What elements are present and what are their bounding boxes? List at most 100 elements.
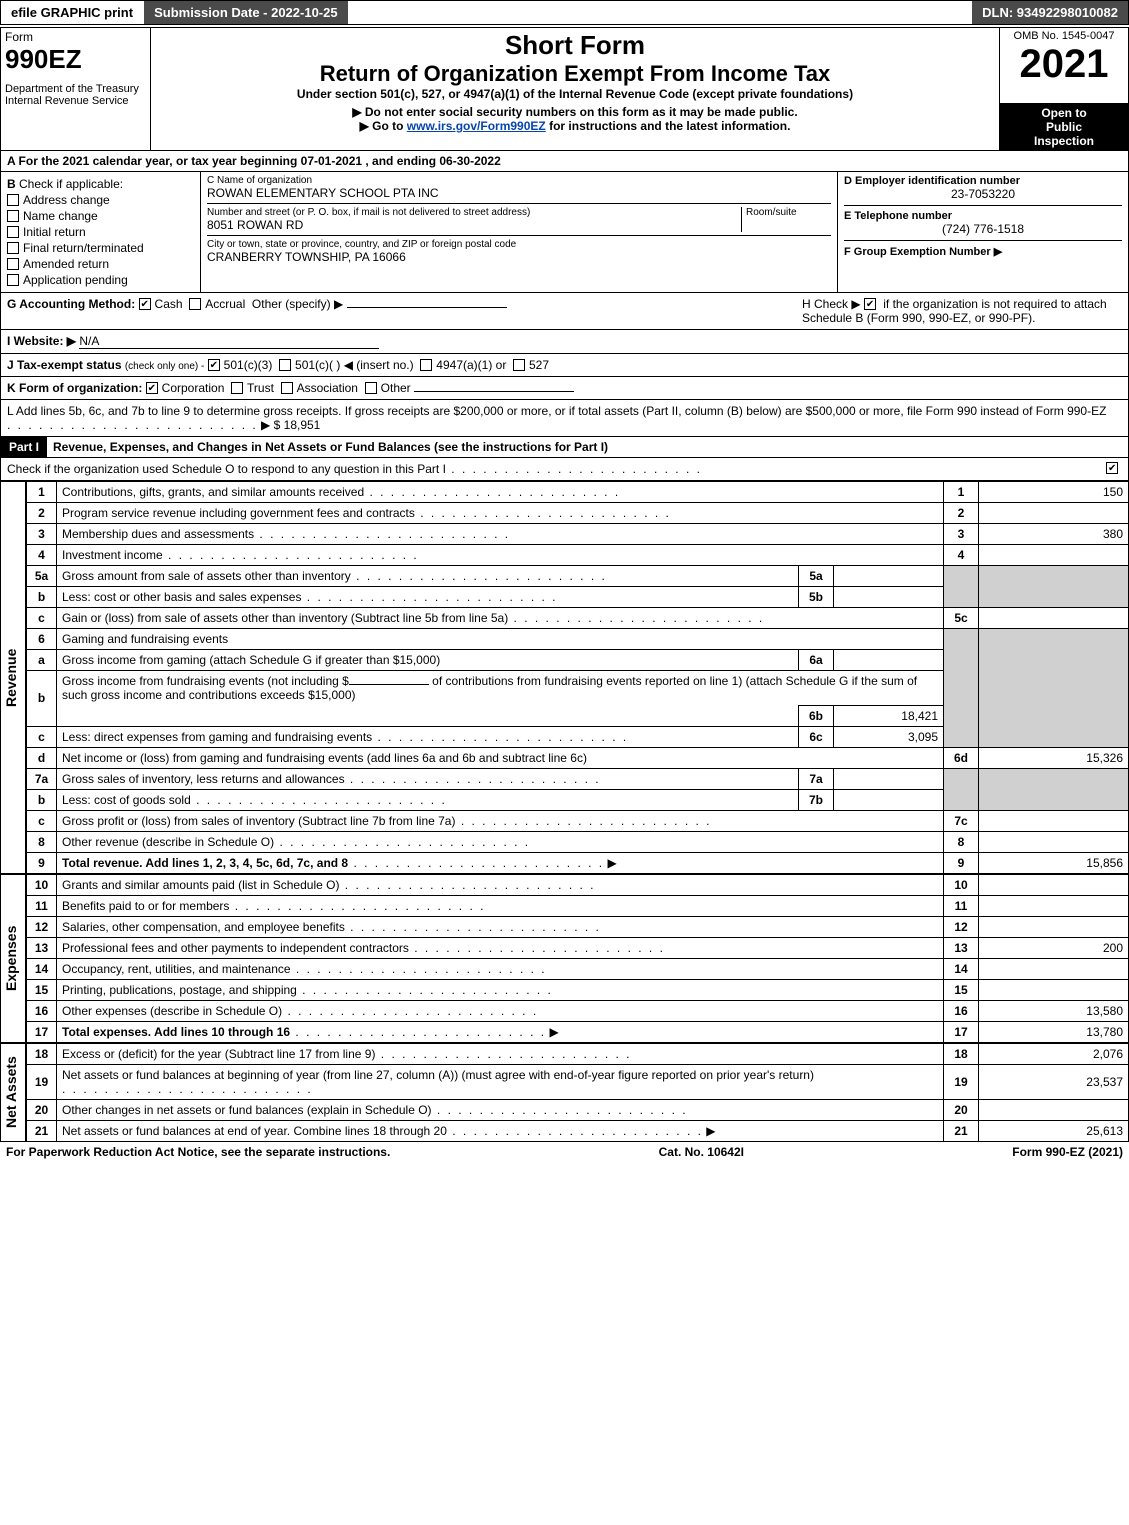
room-suite-label: Room/suite bbox=[741, 207, 831, 232]
line-7c: cGross profit or (loss) from sales of in… bbox=[27, 810, 1129, 831]
part1-title: Revenue, Expenses, and Changes in Net As… bbox=[47, 437, 614, 457]
line-16: 16Other expenses (describe in Schedule O… bbox=[27, 1000, 1129, 1021]
tax-year: 2021 bbox=[1004, 42, 1124, 87]
chk-4947a1[interactable] bbox=[420, 359, 432, 371]
opt-final-return: Final return/terminated bbox=[23, 241, 144, 255]
revenue-section: Revenue 1Contributions, gifts, grants, a… bbox=[0, 481, 1129, 874]
net-assets-section: Net Assets 18Excess or (deficit) for the… bbox=[0, 1043, 1129, 1142]
footer-right: Form 990-EZ (2021) bbox=[1012, 1145, 1123, 1159]
section-g: G Accounting Method: Cash Accrual Other … bbox=[7, 297, 507, 325]
form-header: Form 990EZ Department of the Treasury In… bbox=[0, 27, 1129, 151]
line-7a: 7aGross sales of inventory, less returns… bbox=[27, 768, 1129, 789]
chk-address-change[interactable] bbox=[7, 194, 19, 206]
line-6d: dNet income or (loss) from gaming and fu… bbox=[27, 747, 1129, 768]
line-4: 4Investment income4 bbox=[27, 544, 1129, 565]
other-org-input[interactable] bbox=[414, 391, 574, 392]
line-3: 3Membership dues and assessments3380 bbox=[27, 523, 1129, 544]
city-label: City or town, state or province, country… bbox=[207, 239, 831, 250]
dln-label: DLN: 93492298010082 bbox=[972, 1, 1128, 24]
chk-accrual[interactable] bbox=[189, 298, 201, 310]
omb-label: OMB No. 1545-0047 bbox=[1004, 30, 1124, 42]
other-specify-input[interactable] bbox=[347, 307, 507, 308]
group-exemption-label: F Group Exemption Number ▶ bbox=[844, 245, 1122, 258]
section-c: C Name of organization ROWAN ELEMENTARY … bbox=[201, 172, 838, 292]
line-21: 21Net assets or fund balances at end of … bbox=[27, 1120, 1129, 1141]
chk-association[interactable] bbox=[281, 382, 293, 394]
org-name: ROWAN ELEMENTARY SCHOOL PTA INC bbox=[207, 186, 831, 200]
opt-initial-return: Initial return bbox=[23, 225, 86, 239]
chk-amended-return[interactable] bbox=[7, 258, 19, 270]
section-gh: G Accounting Method: Cash Accrual Other … bbox=[0, 293, 1129, 330]
section-j: J Tax-exempt status (check only one) - 5… bbox=[0, 354, 1129, 377]
chk-application-pending[interactable] bbox=[7, 274, 19, 286]
section-h: H Check ▶ if the organization is not req… bbox=[802, 297, 1122, 325]
opt-association: Association bbox=[297, 381, 358, 395]
gross-receipts-value: 18,951 bbox=[284, 418, 321, 432]
opt-corporation: Corporation bbox=[162, 381, 225, 395]
6b-contrib-input[interactable] bbox=[349, 684, 429, 685]
opt-cash: Cash bbox=[155, 297, 183, 311]
chk-schedule-o-used[interactable] bbox=[1106, 462, 1118, 474]
part1-header-row: Part I Revenue, Expenses, and Changes in… bbox=[0, 437, 1129, 458]
expenses-tab: Expenses bbox=[0, 874, 26, 1043]
chk-501c-other[interactable] bbox=[279, 359, 291, 371]
opt-application-pending: Application pending bbox=[23, 273, 128, 287]
page-footer: For Paperwork Reduction Act Notice, see … bbox=[0, 1142, 1129, 1162]
line-14: 14Occupancy, rent, utilities, and mainte… bbox=[27, 958, 1129, 979]
opt-other-org: Other bbox=[381, 381, 411, 395]
chk-schedule-b-not-required[interactable] bbox=[864, 298, 876, 310]
line-8: 8Other revenue (describe in Schedule O)8 bbox=[27, 831, 1129, 852]
ein-value: 23-7053220 bbox=[844, 187, 1122, 201]
open-to-public-2: Public bbox=[1004, 120, 1124, 134]
net-assets-tab: Net Assets bbox=[0, 1043, 26, 1142]
chk-trust[interactable] bbox=[231, 382, 243, 394]
line-11: 11Benefits paid to or for members11 bbox=[27, 895, 1129, 916]
street-label: Number and street (or P. O. box, if mail… bbox=[207, 207, 741, 218]
chk-527[interactable] bbox=[513, 359, 525, 371]
line-6: 6Gaming and fundraising events bbox=[27, 628, 1129, 649]
section-a-taxyear: A For the 2021 calendar year, or tax yea… bbox=[0, 151, 1129, 172]
check-if-applicable: Check if applicable: bbox=[19, 177, 123, 191]
opt-trust: Trust bbox=[247, 381, 274, 395]
expenses-section: Expenses 10Grants and similar amounts pa… bbox=[0, 874, 1129, 1043]
website-value: N/A bbox=[79, 334, 379, 349]
chk-corporation[interactable] bbox=[146, 382, 158, 394]
opt-501c-other: 501(c)( ) ◀ (insert no.) bbox=[295, 358, 414, 372]
chk-other-org[interactable] bbox=[365, 382, 377, 394]
efile-print-button[interactable]: efile GRAPHIC print bbox=[1, 1, 144, 24]
telephone-value: (724) 776-1518 bbox=[844, 222, 1122, 236]
line-9: 9Total revenue. Add lines 1, 2, 3, 4, 5c… bbox=[27, 852, 1129, 873]
line-17: 17Total expenses. Add lines 10 through 1… bbox=[27, 1021, 1129, 1042]
part1-check-row: Check if the organization used Schedule … bbox=[0, 458, 1129, 481]
ein-label: D Employer identification number bbox=[844, 175, 1122, 187]
info-grid: B Check if applicable: Address change Na… bbox=[0, 172, 1129, 293]
footer-left: For Paperwork Reduction Act Notice, see … bbox=[6, 1145, 390, 1159]
line-12: 12Salaries, other compensation, and empl… bbox=[27, 916, 1129, 937]
opt-4947a1: 4947(a)(1) or bbox=[436, 358, 506, 372]
opt-name-change: Name change bbox=[23, 209, 98, 223]
chk-final-return[interactable] bbox=[7, 242, 19, 254]
city-state-zip: CRANBERRY TOWNSHIP, PA 16066 bbox=[207, 250, 831, 264]
chk-cash[interactable] bbox=[139, 298, 151, 310]
open-to-public-1: Open to bbox=[1004, 106, 1124, 120]
line-18: 18Excess or (deficit) for the year (Subt… bbox=[27, 1043, 1129, 1064]
line-1: 1Contributions, gifts, grants, and simil… bbox=[27, 481, 1129, 502]
line-5a: 5aGross amount from sale of assets other… bbox=[27, 565, 1129, 586]
instr-goto: ▶ Go to www.irs.gov/Form990EZ for instru… bbox=[155, 119, 995, 133]
irs-label: Internal Revenue Service bbox=[5, 95, 146, 107]
opt-other-specify: Other (specify) ▶ bbox=[252, 297, 343, 311]
chk-501c3[interactable] bbox=[208, 359, 220, 371]
line-19: 19Net assets or fund balances at beginni… bbox=[27, 1064, 1129, 1099]
irs-link[interactable]: www.irs.gov/Form990EZ bbox=[407, 119, 546, 133]
telephone-label: E Telephone number bbox=[844, 210, 1122, 222]
form-word: Form bbox=[5, 30, 146, 44]
short-form-title: Short Form bbox=[155, 30, 995, 61]
part1-label: Part I bbox=[1, 437, 47, 457]
revenue-tab: Revenue bbox=[0, 481, 26, 874]
section-k: K Form of organization: Corporation Trus… bbox=[0, 377, 1129, 400]
chk-initial-return[interactable] bbox=[7, 226, 19, 238]
chk-name-change[interactable] bbox=[7, 210, 19, 222]
line-20: 20Other changes in net assets or fund ba… bbox=[27, 1099, 1129, 1120]
org-name-label: C Name of organization bbox=[207, 175, 831, 186]
section-b: B Check if applicable: Address change Na… bbox=[1, 172, 201, 292]
